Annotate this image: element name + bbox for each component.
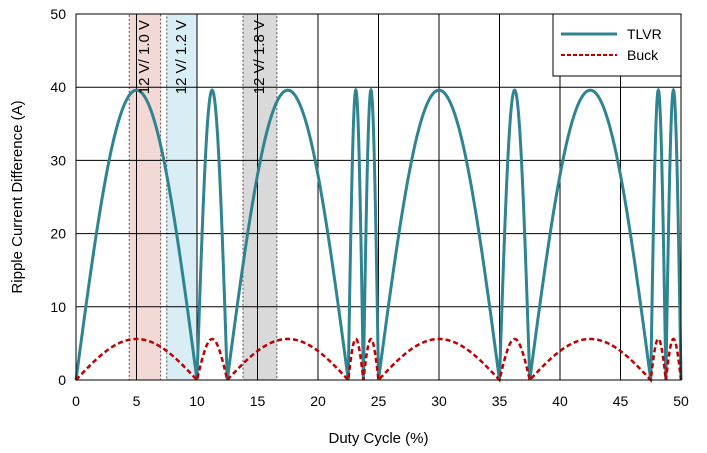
series-line-buck xyxy=(75,337,683,383)
x-tick-label: 15 xyxy=(250,393,266,409)
y-tick-label: 0 xyxy=(58,372,66,388)
x-tick-label: 30 xyxy=(431,393,447,409)
x-axis-title: Duty Cycle (%) xyxy=(328,430,428,447)
grid-lines xyxy=(76,14,681,380)
x-tick-label: 35 xyxy=(492,393,508,409)
band-label-3: 12 V/ 1.8 V xyxy=(251,20,268,94)
band-labels: 12 V/ 1.0 V 12 V/ 1.2 V 12 V/ 1.8 V xyxy=(136,20,268,94)
x-tick-label: 10 xyxy=(189,393,205,409)
y-tick-label: 20 xyxy=(50,226,66,242)
x-tick-label: 0 xyxy=(72,393,80,409)
x-tick-label: 50 xyxy=(673,393,689,409)
x-tick-label: 20 xyxy=(310,393,326,409)
x-tick-label: 5 xyxy=(133,393,141,409)
x-tick-label: 40 xyxy=(552,393,568,409)
y-axis-title: Ripple Current Difference (A) xyxy=(9,100,26,293)
y-tick-labels: 0 10 20 30 40 50 xyxy=(50,6,66,388)
x-tick-label: 45 xyxy=(613,393,629,409)
y-tick-label: 10 xyxy=(50,299,66,315)
band-label-2: 12 V/ 1.2 V xyxy=(173,20,190,94)
y-tick-label: 50 xyxy=(50,6,66,22)
plot-frame xyxy=(75,13,682,381)
y-tick-label: 30 xyxy=(50,152,66,168)
legend-label-buck: Buck xyxy=(627,47,659,63)
legend-box xyxy=(552,13,682,77)
band-label-1: 12 V/ 1.0 V xyxy=(136,20,153,94)
legend: TLVR Buck xyxy=(552,13,682,77)
x-tick-labels: 0 5 10 15 20 25 30 35 40 45 50 xyxy=(72,393,689,409)
y-tick-label: 40 xyxy=(50,79,66,95)
x-tick-label: 25 xyxy=(371,393,387,409)
legend-label-tlvr: TLVR xyxy=(627,26,662,42)
